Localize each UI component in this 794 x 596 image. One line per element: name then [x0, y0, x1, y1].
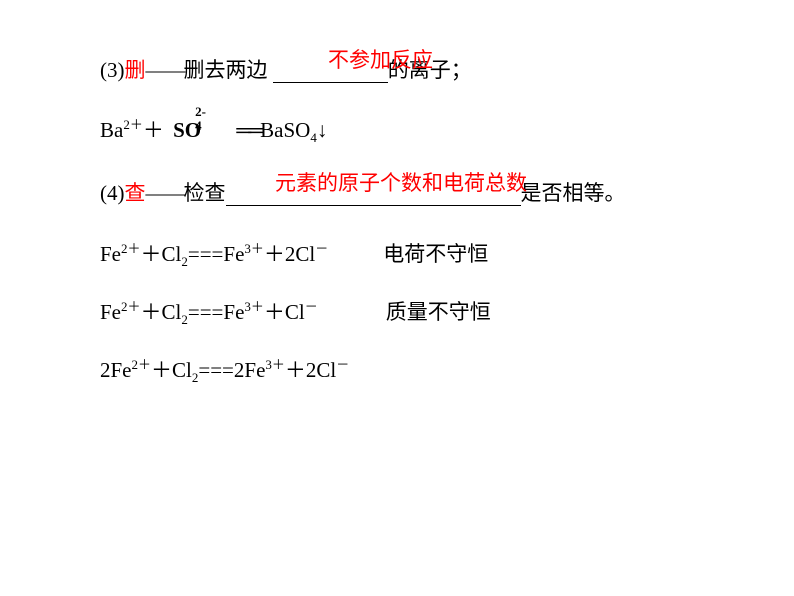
fe-text-3: Fe: [100, 300, 121, 324]
cl-text-3: Cl: [162, 300, 182, 324]
step3-text1: 删去两边: [184, 58, 273, 82]
step4-prefix: (4): [100, 181, 125, 205]
ba-text: Ba: [100, 118, 123, 142]
step3-dash: ——: [146, 58, 184, 82]
coef-2d: 2: [306, 358, 317, 382]
fe-text-6: Fe: [244, 358, 265, 382]
so4-text: SO42-: [173, 118, 201, 142]
down-arrow: ↓: [317, 118, 328, 142]
ba-charge: 2＋: [123, 117, 143, 132]
note-charge: 电荷不守恒: [383, 238, 488, 268]
cl-text-5: Cl: [172, 358, 192, 382]
step4-blank: [226, 205, 521, 206]
baso4-text: BaSO: [260, 118, 310, 142]
fe-text-5: Fe: [111, 358, 132, 382]
step-3-line: (3)删——删去两边 的离子； 不参加反应: [100, 55, 794, 87]
coef-2: 2: [285, 242, 296, 266]
plus-6: ＋: [285, 358, 306, 382]
eq1-plus: ＋: [143, 118, 164, 142]
step-4-line: (4)查——检查是否相等。 元素的原子个数和电荷总数: [100, 178, 794, 210]
plus-1: ＋: [141, 242, 162, 266]
fe-text-2: Fe: [223, 242, 244, 266]
fe-charge-2b: 2＋: [121, 299, 141, 314]
eq-sign-3: ===: [198, 358, 234, 382]
eq-fe1-formula: Fe2＋＋Cl2===Fe3＋＋2Cl－: [100, 238, 328, 268]
cl-text: Cl: [162, 242, 182, 266]
fe-text: Fe: [100, 242, 121, 266]
coef-2c: 2: [234, 358, 245, 382]
eq-fe3-formula: 2Fe2＋＋Cl2===2Fe3＋＋2Cl－: [100, 354, 349, 384]
step3-answer: 不参加反应: [328, 45, 433, 77]
step3-prefix: (3): [100, 58, 125, 82]
equation-fe-1: Fe2＋＋Cl2===Fe3＋＋2Cl－ 电荷不守恒: [100, 238, 794, 268]
cl-minus-3: －: [336, 357, 349, 372]
equation-fe-2: Fe2＋＋Cl2===Fe3＋＋Cl－ 质量不守恒: [100, 296, 794, 326]
equation-baso4: Ba2＋＋ SO42- ══BaSO4↓: [100, 115, 794, 147]
plus-2: ＋: [264, 242, 285, 266]
fe-charge-3b: 3＋: [244, 299, 264, 314]
fe-charge-2c: 2＋: [132, 357, 152, 372]
coef-2b: 2: [100, 358, 111, 382]
fe-charge-3: 3＋: [244, 241, 264, 256]
step4-answer: 元素的原子个数和电荷总数: [275, 168, 527, 200]
step3-blank: [273, 82, 388, 83]
fe-charge-2: 2＋: [121, 241, 141, 256]
plus-5: ＋: [151, 358, 172, 382]
plus-4: ＋: [264, 300, 285, 324]
plus-3: ＋: [141, 300, 162, 324]
cl-minus: －: [315, 241, 328, 256]
fe-charge-3c: 3＋: [265, 357, 285, 372]
cl-minus-2: －: [305, 299, 318, 314]
step3-shan: 删: [125, 58, 146, 82]
eq1-sign: ══: [236, 118, 260, 142]
fe-text-4: Fe: [223, 300, 244, 324]
step4-dash: ——: [146, 181, 184, 205]
cl-text-6: Cl: [316, 358, 336, 382]
equation-fe-3: 2Fe2＋＋Cl2===2Fe3＋＋2Cl－: [100, 354, 794, 384]
so4-ion: SO42-: [173, 115, 201, 147]
step4-text1: 检查: [184, 181, 226, 205]
step4-text2: 是否相等。: [521, 181, 626, 205]
cl-text-2: Cl: [295, 242, 315, 266]
eq-sign-2: ===: [188, 300, 224, 324]
note-mass: 质量不守恒: [386, 296, 491, 326]
cl-text-4: Cl: [285, 300, 305, 324]
eq-sign-1: ===: [188, 242, 224, 266]
eq-fe2-formula: Fe2＋＋Cl2===Fe3＋＋Cl－: [100, 296, 318, 326]
step4-cha: 查: [125, 181, 146, 205]
